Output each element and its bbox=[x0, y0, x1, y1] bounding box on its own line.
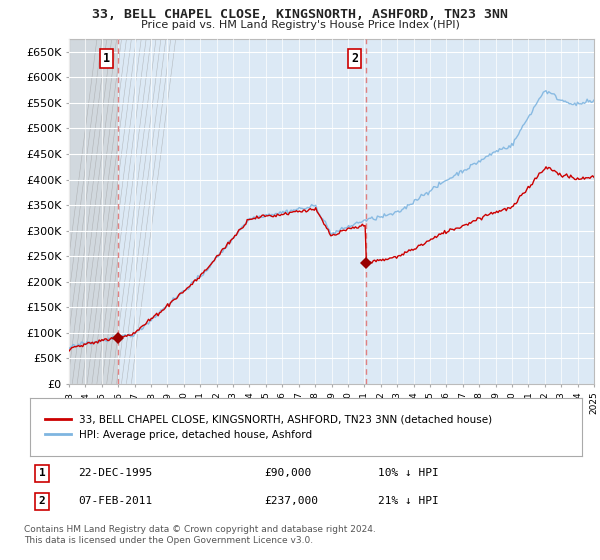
Text: 1: 1 bbox=[38, 468, 46, 478]
Text: £237,000: £237,000 bbox=[264, 496, 318, 506]
Text: 1: 1 bbox=[103, 52, 110, 64]
Text: Price paid vs. HM Land Registry's House Price Index (HPI): Price paid vs. HM Land Registry's House … bbox=[140, 20, 460, 30]
Bar bbox=[69, 39, 118, 384]
Text: 10% ↓ HPI: 10% ↓ HPI bbox=[378, 468, 439, 478]
Text: 22-DEC-1995: 22-DEC-1995 bbox=[78, 468, 152, 478]
Legend: 33, BELL CHAPEL CLOSE, KINGSNORTH, ASHFORD, TN23 3NN (detached house), HPI: Aver: 33, BELL CHAPEL CLOSE, KINGSNORTH, ASHFO… bbox=[41, 410, 497, 444]
Text: 2: 2 bbox=[38, 496, 46, 506]
Text: 2: 2 bbox=[351, 52, 358, 64]
Text: 07-FEB-2011: 07-FEB-2011 bbox=[78, 496, 152, 506]
Text: 21% ↓ HPI: 21% ↓ HPI bbox=[378, 496, 439, 506]
Text: £90,000: £90,000 bbox=[264, 468, 311, 478]
Text: 33, BELL CHAPEL CLOSE, KINGSNORTH, ASHFORD, TN23 3NN: 33, BELL CHAPEL CLOSE, KINGSNORTH, ASHFO… bbox=[92, 8, 508, 21]
Text: Contains HM Land Registry data © Crown copyright and database right 2024.
This d: Contains HM Land Registry data © Crown c… bbox=[24, 525, 376, 545]
